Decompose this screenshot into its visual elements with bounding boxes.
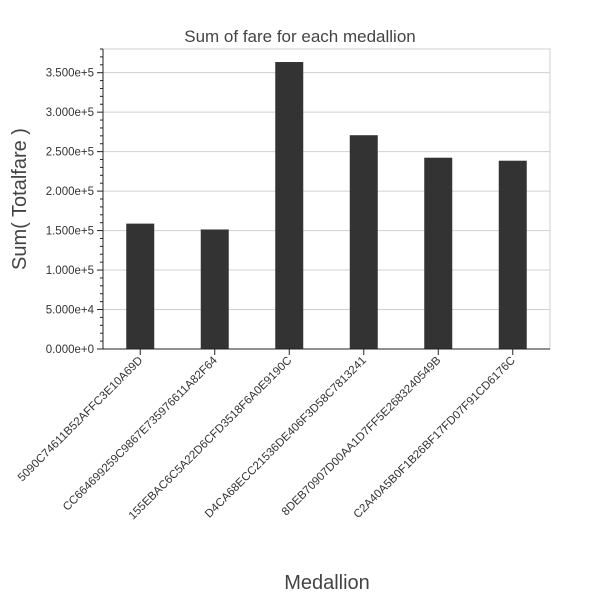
bar <box>498 160 527 349</box>
chart-title: Sum of fare for each medallion <box>184 27 416 46</box>
bar <box>424 157 453 349</box>
bar <box>200 229 229 349</box>
plot-area: 0.000e+0 5.000e+4 1.000e+5 1.500e+5 2.000e+5… <box>16 48 551 523</box>
y-tick-label: 3.000e+5 <box>46 107 94 119</box>
y-tick-label: 2.500e+5 <box>46 147 94 159</box>
bar <box>275 62 304 350</box>
y-tick-label: 2.000e+5 <box>46 186 94 198</box>
x-tick-label: 5090C74611B52AFFC3E10A69D <box>16 355 145 484</box>
bar <box>349 135 378 349</box>
bar <box>126 223 155 349</box>
y-tick-label: 5.000e+4 <box>46 305 95 317</box>
plot-frame <box>102 48 551 350</box>
x-tick-label: D4CA68ECC21536DE406F3D58C7813241 <box>203 355 369 521</box>
y-tick-label: 1.500e+5 <box>46 226 94 238</box>
bars <box>126 62 527 350</box>
x-tick-label: CC664699259C9867E735976611A82F64 <box>61 354 220 513</box>
x-axis-label: Medallion <box>284 572 370 594</box>
y-tick-label: 0.000e+0 <box>46 344 94 356</box>
x-tick-label: 8DEB70907D00AA1D7FF5E2683240549B <box>280 354 444 518</box>
grid-lines <box>102 48 551 350</box>
y-axis-label: Sum( Totalfare ) <box>9 128 31 270</box>
x-tick-label: C2A40A5B0F1B26BF17FD07F91CD6176C <box>352 355 518 521</box>
y-tick-label: 1.000e+5 <box>46 265 94 277</box>
y-tick-label: 3.500e+5 <box>46 68 94 80</box>
x-axis: 5090C74611B52AFFC3E10A69DCC664699259C986… <box>16 348 550 523</box>
y-axis: 0.000e+0 5.000e+4 1.000e+5 1.500e+5 2.000e+5… <box>46 48 104 356</box>
x-tick-label: 155EBAC6C5A22D6CFD3518F6A0E9190C <box>127 355 295 523</box>
